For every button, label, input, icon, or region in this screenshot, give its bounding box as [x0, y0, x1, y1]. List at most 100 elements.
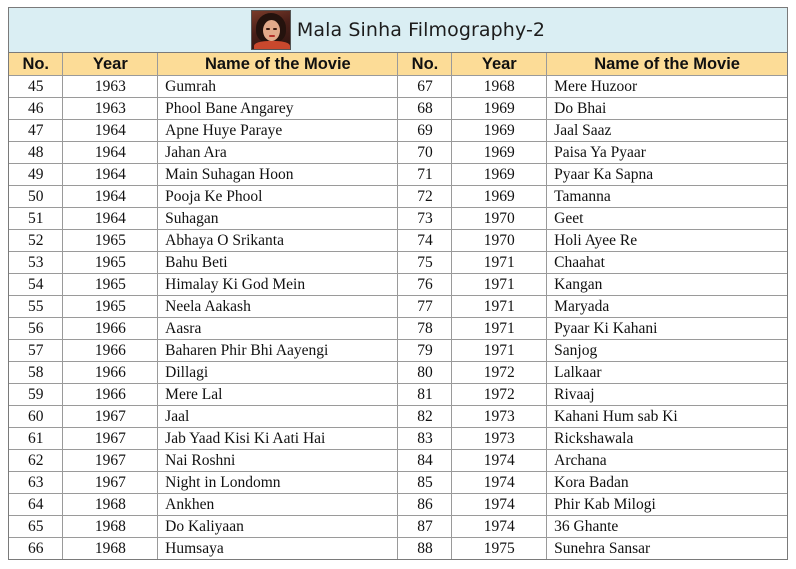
film-year-cell: 1971	[451, 317, 548, 340]
film-title-cell: Abhaya O Srikanta	[157, 229, 399, 252]
film-number-cell: 58	[9, 361, 64, 384]
film-number-cell: 53	[9, 251, 64, 274]
table-row: 48 1964 Jahan Ara 70 1969 Paisa Ya Pyaar	[9, 141, 787, 164]
film-title-cell: Jahan Ara	[157, 141, 399, 164]
film-title-cell: Baharen Phir Bhi Aayengi	[157, 339, 399, 362]
film-number-cell: 77	[397, 295, 453, 318]
film-year-cell: 1965	[62, 251, 159, 274]
film-year-cell: 1966	[62, 383, 159, 406]
film-number-cell: 59	[9, 383, 64, 406]
film-title-cell: Ankhen	[157, 493, 399, 516]
film-year-cell: 1965	[62, 229, 159, 252]
film-year-cell: 1963	[62, 97, 159, 120]
film-year-cell: 1973	[451, 427, 548, 450]
film-year-cell: 1970	[451, 207, 548, 230]
film-number-cell: 68	[397, 97, 453, 120]
film-year-cell: 1966	[62, 339, 159, 362]
film-number-cell: 67	[397, 75, 453, 98]
film-number-cell: 66	[9, 537, 64, 559]
film-number-cell: 50	[9, 185, 64, 208]
film-title-cell: Kahani Hum sab Ki	[546, 405, 787, 428]
film-title-cell: Pyaar Ki Kahani	[546, 317, 787, 340]
film-number-cell: 54	[9, 273, 64, 296]
film-year-cell: 1964	[62, 163, 159, 186]
film-number-cell: 70	[397, 141, 453, 164]
film-title-cell: Suhagan	[157, 207, 399, 230]
film-number-cell: 74	[397, 229, 453, 252]
film-title-cell: Rivaaj	[546, 383, 787, 406]
film-year-cell: 1968	[451, 75, 548, 98]
filmography-sheet: Mala Sinha Filmography-2 No. Year Name o…	[8, 7, 788, 560]
table-row: 53 1965 Bahu Beti 75 1971 Chaahat	[9, 251, 787, 274]
film-year-cell: 1964	[62, 119, 159, 142]
film-year-cell: 1971	[451, 273, 548, 296]
film-title-cell: Kangan	[546, 273, 787, 296]
film-title-cell: Archana	[546, 449, 787, 472]
film-year-cell: 1969	[451, 185, 548, 208]
film-number-cell: 48	[9, 141, 64, 164]
film-year-cell: 1974	[451, 515, 548, 538]
film-number-cell: 71	[397, 163, 453, 186]
film-year-cell: 1968	[62, 537, 159, 559]
film-year-cell: 1964	[62, 141, 159, 164]
film-number-cell: 88	[397, 537, 453, 559]
table-row: 47 1964 Apne Huye Paraye 69 1969 Jaal Saaz	[9, 119, 787, 142]
header-row: No. Year Name of the Movie No. Year Name…	[9, 53, 787, 76]
film-year-cell: 1972	[451, 361, 548, 384]
table-row: 59 1966 Mere Lal 81 1972 Rivaaj	[9, 383, 787, 406]
film-title-cell: Nai Roshni	[157, 449, 399, 472]
film-title-cell: Rickshawala	[546, 427, 787, 450]
film-number-cell: 86	[397, 493, 453, 516]
film-year-cell: 1973	[451, 405, 548, 428]
film-year-cell: 1964	[62, 185, 159, 208]
film-year-cell: 1967	[62, 471, 159, 494]
film-number-cell: 55	[9, 295, 64, 318]
film-year-cell: 1965	[62, 273, 159, 296]
film-number-cell: 84	[397, 449, 453, 472]
film-year-cell: 1969	[451, 141, 548, 164]
table-row: 63 1967 Night in Londomn 85 1974 Kora Badan	[9, 471, 787, 494]
filmography-table: No. Year Name of the Movie No. Year Name…	[9, 53, 787, 559]
film-year-cell: 1967	[62, 405, 159, 428]
film-title-cell: 36 Ghante	[546, 515, 787, 538]
table-row: 65 1968 Do Kaliyaan 87 1974 36 Ghante	[9, 515, 787, 538]
film-title-cell: Holi Ayee Re	[546, 229, 787, 252]
table-row: 60 1967 Jaal 82 1973 Kahani Hum sab Ki	[9, 405, 787, 428]
film-number-cell: 79	[397, 339, 453, 362]
film-number-cell: 80	[397, 361, 453, 384]
film-year-cell: 1974	[451, 449, 548, 472]
header-year-left: Year	[62, 53, 159, 76]
film-year-cell: 1964	[62, 207, 159, 230]
film-title-cell: Geet	[546, 207, 787, 230]
film-year-cell: 1963	[62, 75, 159, 98]
film-year-cell: 1971	[451, 251, 548, 274]
film-title-cell: Main Suhagan Hoon	[157, 163, 399, 186]
film-title-cell: Maryada	[546, 295, 787, 318]
film-number-cell: 60	[9, 405, 64, 428]
film-number-cell: 61	[9, 427, 64, 450]
film-title-cell: Mere Huzoor	[546, 75, 787, 98]
table-row: 54 1965 Himalay Ki God Mein 76 1971 Kangan	[9, 273, 787, 296]
film-year-cell: 1969	[451, 119, 548, 142]
table-row: 55 1965 Neela Aakash 77 1971 Maryada	[9, 295, 787, 318]
header-movie-right: Name of the Movie	[546, 53, 787, 76]
film-number-cell: 49	[9, 163, 64, 186]
header-movie-left: Name of the Movie	[157, 53, 399, 76]
film-year-cell: 1969	[451, 163, 548, 186]
header-no-right: No.	[397, 53, 453, 76]
film-number-cell: 69	[397, 119, 453, 142]
film-title-cell: Jab Yaad Kisi Ki Aati Hai	[157, 427, 399, 450]
header-year-right: Year	[451, 53, 548, 76]
table-row: 58 1966 Dillagi 80 1972 Lalkaar	[9, 361, 787, 384]
film-number-cell: 83	[397, 427, 453, 450]
film-title-cell: Mere Lal	[157, 383, 399, 406]
film-number-cell: 62	[9, 449, 64, 472]
portrait-photo-icon	[250, 10, 291, 50]
table-row: 57 1966 Baharen Phir Bhi Aayengi 79 1971 Sanj…	[9, 339, 787, 362]
film-title-cell: Bahu Beti	[157, 251, 399, 274]
film-title-cell: Do Bhai	[546, 97, 787, 120]
film-title-cell: Night in Londomn	[157, 471, 399, 494]
table-row: 64 1968 Ankhen 86 1974 Phir Kab Milogi	[9, 493, 787, 516]
film-number-cell: 81	[397, 383, 453, 406]
table-row: 66 1968 Humsaya 88 1975 Sunehra Sansar	[9, 537, 787, 559]
